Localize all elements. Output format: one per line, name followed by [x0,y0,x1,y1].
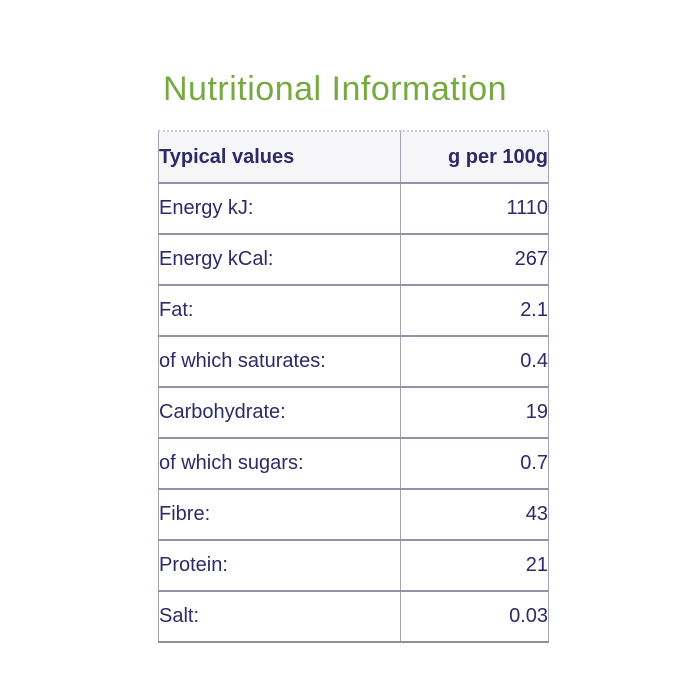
nutrition-table: Typical values g per 100g Energy kJ: 111… [158,130,549,643]
row-value: 0.4 [400,336,549,387]
row-label: Carbohydrate: [159,401,286,423]
table-row: Energy kJ: 1110 [158,183,549,234]
row-value: 267 [400,234,549,285]
row-label: Fibre: [159,503,211,525]
row-label: Energy kCal: [159,248,274,270]
table-row: Carbohydrate: 19 [158,387,549,438]
table-header-row: Typical values g per 100g [158,131,549,183]
table-row: Salt: 0.03 [158,591,549,642]
row-value: 0.7 [400,438,549,489]
row-value: 19 [400,387,549,438]
row-value: 43 [400,489,549,540]
table-row: Fat: 2.1 [158,285,549,336]
table-row: Fibre: 43 [158,489,549,540]
row-label: of which saturates: [159,350,326,372]
table-row: of which saturates: 0.4 [158,336,549,387]
row-value: 21 [400,540,549,591]
table-row: of which sugars: 0.7 [158,438,549,489]
header-g-per-100g: g per 100g [400,131,549,183]
row-label: Fat: [159,299,194,321]
row-label: of which sugars: [159,452,304,474]
table-row: Energy kCal: 267 [158,234,549,285]
row-value: 2.1 [400,285,549,336]
row-value: 1110 [400,183,549,234]
row-label: Protein: [159,554,228,576]
row-value: 0.03 [400,591,549,642]
row-label: Salt: [159,605,200,627]
table-row: Protein: 21 [158,540,549,591]
page-title: Nutritional Information [163,70,508,108]
row-label: Energy kJ: [159,197,254,219]
header-typical-values: Typical values [159,145,295,168]
